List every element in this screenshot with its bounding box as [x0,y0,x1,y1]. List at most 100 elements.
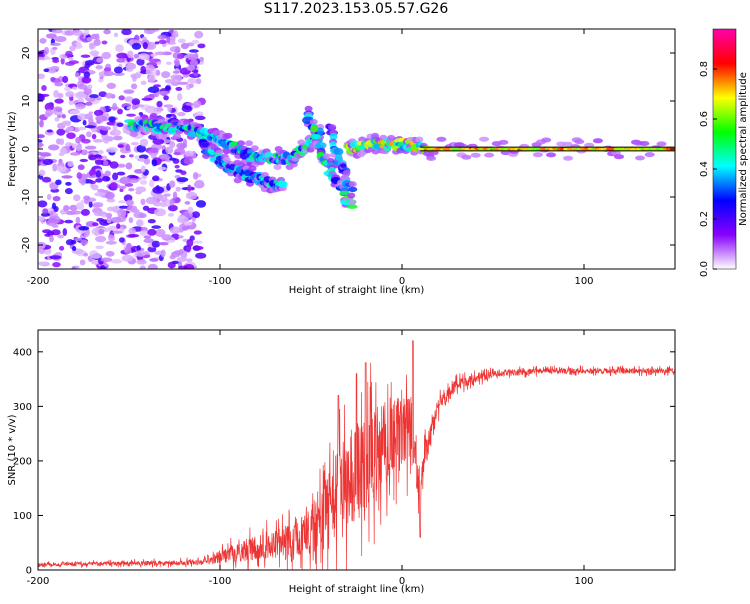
noise-mark [95,245,104,250]
noise-mark [84,113,93,120]
noise-mark [170,81,180,87]
noise-mark [62,75,69,84]
noise-mark [97,149,104,155]
y-axis-label: Frequency (Hz) [7,111,18,187]
noise-mark [170,74,181,80]
noise-mark [74,91,87,99]
noise-mark [77,164,85,171]
noise-mark [176,142,188,150]
noise-mark [76,172,82,180]
x-tick-label: -100 [209,276,232,287]
noise-mark [86,131,92,138]
track-haze [347,192,356,199]
noise-mark [116,163,126,168]
noise-mark [103,160,109,166]
noise-mark [70,152,81,156]
noise-mark [54,82,64,87]
noise-mark [128,227,136,235]
x-tick-label: 0 [399,276,405,287]
noise-mark [65,181,72,186]
noise-mark [91,184,99,191]
noise-mark [118,185,127,190]
noise-mark [91,133,97,140]
noise-mark [55,179,62,186]
noise-mark [136,58,145,66]
noise-mark [106,198,116,203]
noise-mark [133,53,139,59]
noise-mark [52,195,61,202]
noise-mark [138,111,144,116]
noise-mark [191,217,196,223]
track-mark [333,147,344,156]
noise-mark [80,54,91,58]
noise-mark [46,231,55,236]
noise-mark [116,57,126,63]
noise-mark [153,201,163,207]
noise-mark [150,147,159,154]
track-mark [316,127,324,136]
noise-mark [172,191,178,200]
noise-mark [116,171,126,176]
noise-mark [73,194,81,202]
noise-mark [152,175,160,182]
noise-mark [183,221,193,226]
noise-mark [185,102,194,106]
noise-mark [116,223,121,229]
noise-mark [119,176,131,185]
noise-mark [72,86,78,90]
noise-mark [94,191,106,197]
noise-mark [54,35,67,43]
noise-mark [68,57,74,61]
noise-mark [113,32,119,38]
noise-mark [48,69,56,74]
noise-mark [75,136,81,144]
noise-mark [167,105,172,113]
noise-mark [176,81,189,85]
x-tick-label: -200 [27,276,50,287]
noise-mark [64,86,71,92]
noise-mark [147,246,157,253]
noise-mark [140,65,147,73]
noise-mark [84,145,97,150]
carrier-haze [592,138,603,144]
noise-mark [38,261,48,266]
noise-mark [64,30,75,36]
noise-mark [119,188,124,193]
noise-mark [148,29,160,32]
track-haze [155,133,164,140]
spectrogram-marks [38,29,675,269]
noise-mark [105,250,115,257]
noise-mark [152,138,165,145]
noise-mark [194,30,204,39]
noise-mark [192,245,204,251]
noise-mark [169,198,175,206]
noise-mark [138,53,150,60]
colorbar-tick-label: 0.8 [699,61,710,77]
noise-mark [78,126,87,131]
noise-mark [140,198,146,206]
noise-mark [105,212,113,219]
track-haze [304,105,313,112]
y-axis-label: SNR (10 * v/v) [7,414,18,485]
noise-mark [69,45,76,52]
noise-mark [81,76,92,84]
noise-mark [95,115,108,122]
noise-mark [140,157,145,162]
noise-mark [90,253,102,259]
carrier-haze [498,139,509,145]
noise-mark [116,52,128,59]
noise-mark [40,212,51,217]
track-mark [310,125,319,133]
noise-mark [132,74,137,83]
noise-mark [92,201,104,208]
noise-mark [173,58,180,66]
track-haze [250,145,259,152]
noise-mark [159,194,168,203]
noise-mark [135,186,147,193]
noise-mark [134,250,146,257]
noise-mark [140,80,147,85]
noise-mark [83,71,91,78]
carrier-haze [461,154,472,160]
noise-mark [186,258,193,263]
noise-mark [74,237,83,241]
